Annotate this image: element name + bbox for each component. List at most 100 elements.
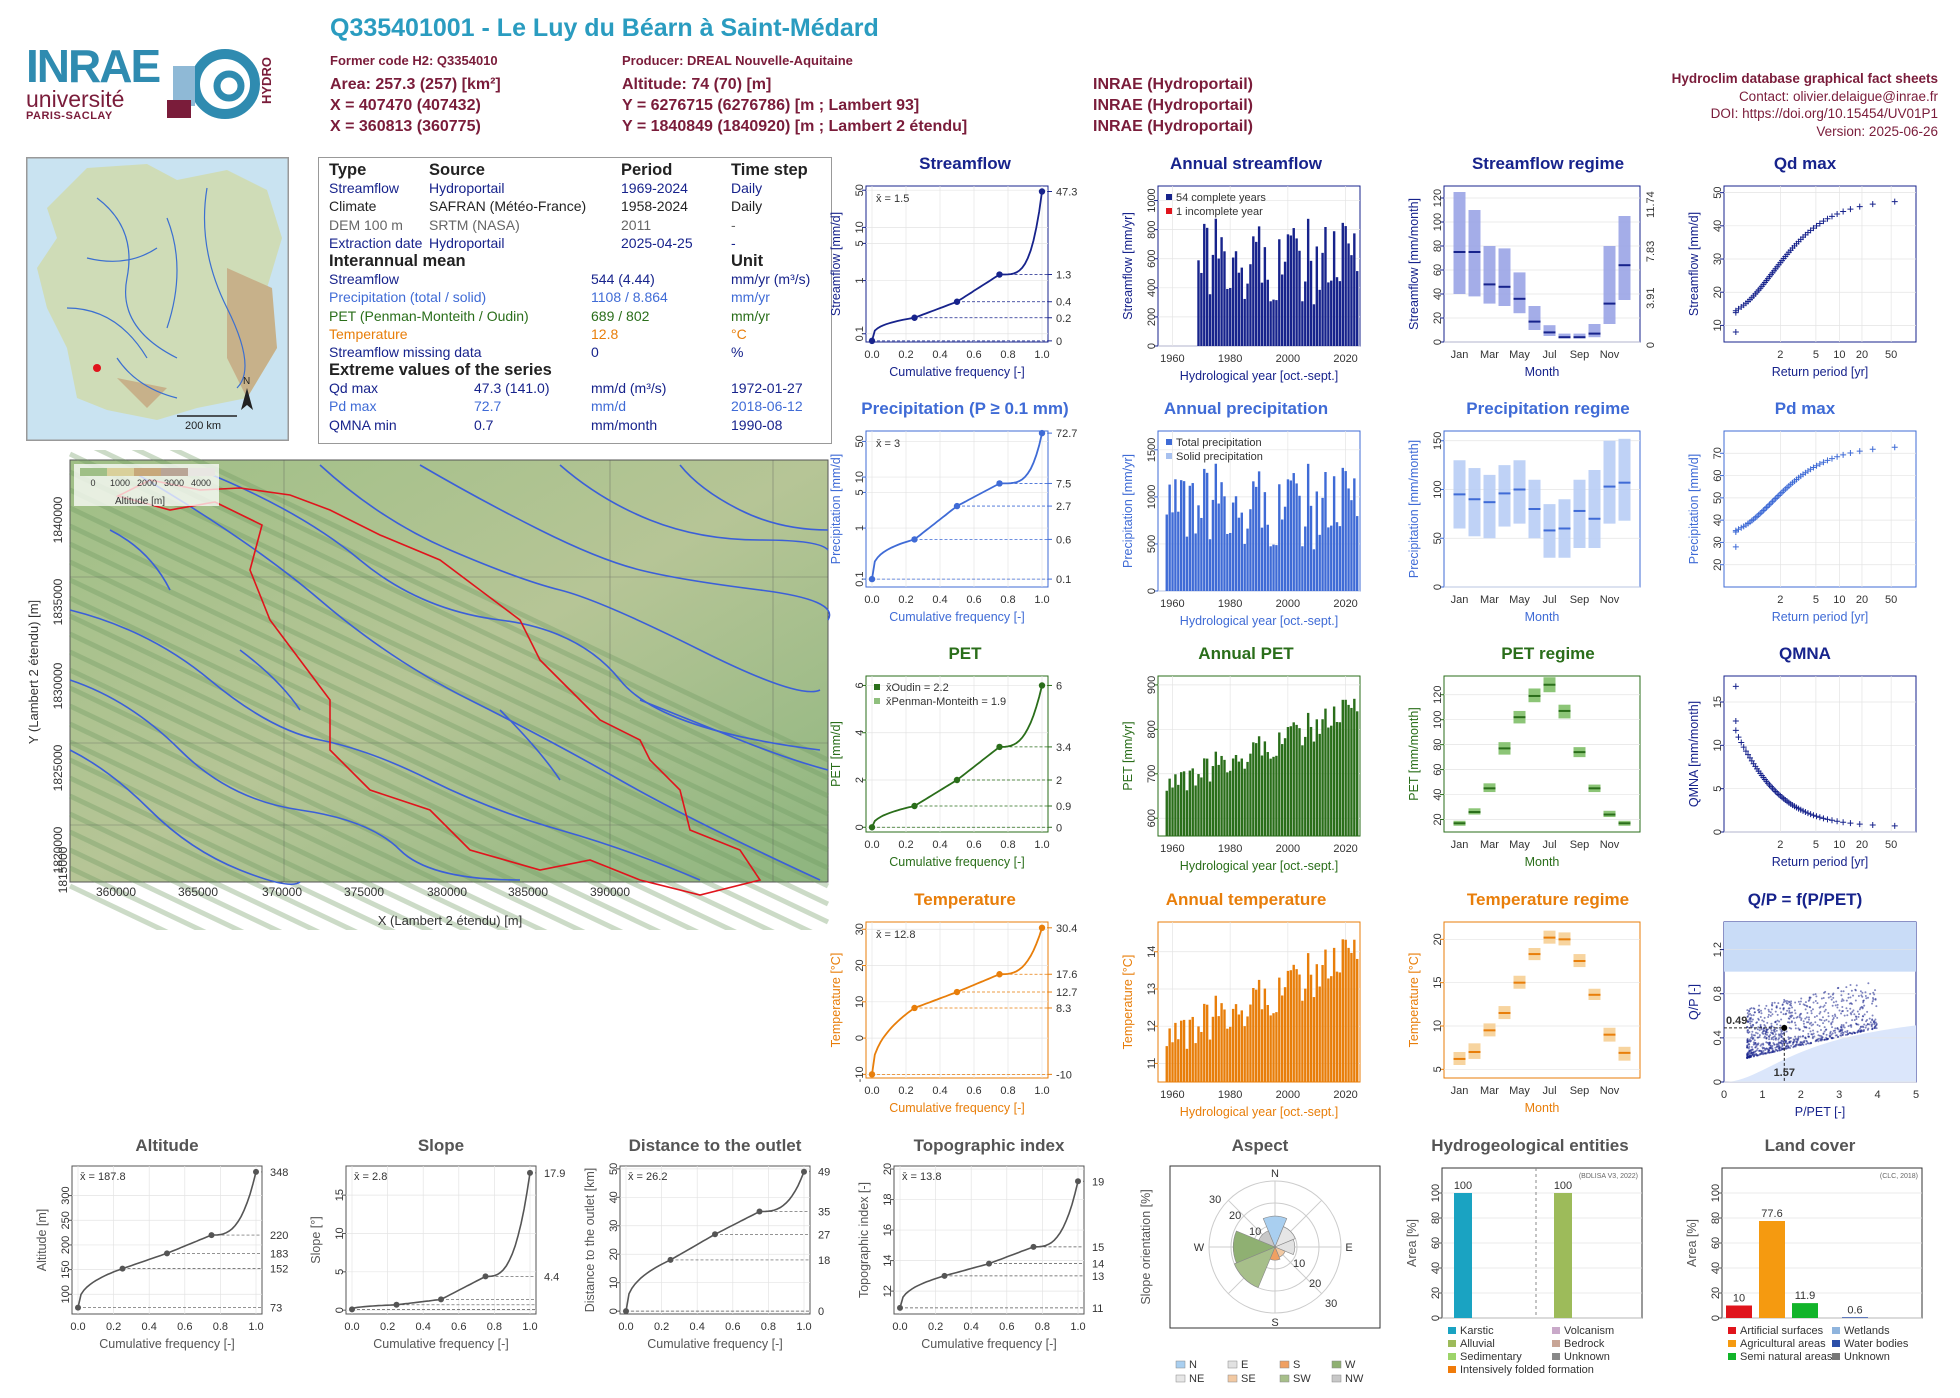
quantile-label: 13 xyxy=(1092,1271,1104,1283)
quantile-point xyxy=(1038,429,1046,437)
budyko-point xyxy=(1854,989,1857,992)
river xyxy=(109,529,171,591)
y-axis-label: Temperature [°C] xyxy=(1121,955,1135,1050)
legend-key xyxy=(1279,1374,1290,1383)
budyko-point xyxy=(1770,1038,1773,1041)
t_annual-bar xyxy=(1301,1000,1304,1082)
budyko-point xyxy=(1780,1032,1783,1035)
y-tick-label: 20 xyxy=(1710,1287,1722,1299)
t_annual-bar xyxy=(1231,1008,1235,1082)
y-tick-label: 4 xyxy=(854,730,866,736)
energy-limit-zone xyxy=(1724,922,1916,972)
q_annual-bar xyxy=(1257,226,1261,346)
budyko-point xyxy=(1746,1009,1749,1012)
x-tick-label: Jan xyxy=(1451,839,1469,851)
quantile-label: 183 xyxy=(270,1248,288,1260)
budyko-point xyxy=(1845,1021,1848,1024)
t_annual-bar xyxy=(1214,995,1218,1082)
q_annual-bar xyxy=(1330,280,1333,346)
qmna-point xyxy=(1732,727,1739,734)
budyko-point xyxy=(1768,1042,1771,1045)
y-axis-label: Area [%] xyxy=(1685,1219,1699,1267)
budyko-point xyxy=(1811,1033,1814,1036)
y-tick-label: 70 xyxy=(1712,447,1724,459)
budyko-point xyxy=(1768,1038,1771,1041)
p_annual-bar xyxy=(1188,485,1192,591)
quantile-point xyxy=(253,1168,259,1175)
x-tick-label: Nov xyxy=(1600,839,1620,851)
quantile-point xyxy=(911,802,918,810)
y-axis-label: PET [mm/d] xyxy=(829,721,843,787)
pd_max-point xyxy=(1840,451,1847,458)
extreme-header: Extreme values of the series xyxy=(319,361,831,379)
quantile-point xyxy=(953,502,961,510)
legend-label: Alluvial xyxy=(1460,1338,1495,1350)
t_annual-bar xyxy=(1356,958,1359,1082)
t_annual-bar xyxy=(1234,1004,1238,1082)
budyko-point xyxy=(1866,1010,1869,1013)
budyko-point xyxy=(1837,986,1840,989)
budyko-point xyxy=(1819,1005,1822,1008)
x-tick-label: 2020 xyxy=(1333,353,1357,365)
budyko-point xyxy=(1808,998,1811,1001)
t_annual-bar xyxy=(1200,1031,1203,1082)
x-axis-label: Cumulative frequency [-] xyxy=(889,855,1024,869)
budyko-point xyxy=(1834,1031,1837,1034)
budyko-point xyxy=(1861,1006,1864,1009)
y-tick-label: 16 xyxy=(882,1224,894,1236)
budyko-point xyxy=(1838,1030,1841,1033)
pet_annual-bar xyxy=(1306,712,1310,836)
budyko-point xyxy=(1772,1036,1775,1039)
budyko-point xyxy=(1873,1026,1876,1029)
pet_annual-bar xyxy=(1324,708,1327,836)
quantile-label: 152 xyxy=(270,1264,288,1276)
q_annual-bar xyxy=(1304,281,1307,346)
quantile-point xyxy=(482,1273,489,1280)
legend-label: S xyxy=(1293,1359,1300,1371)
budyko-point xyxy=(1794,1001,1797,1004)
budyko-point xyxy=(1757,1026,1760,1029)
budyko-point xyxy=(1775,1043,1778,1046)
budyko-point xyxy=(1807,1016,1810,1019)
budyko-point xyxy=(1777,1047,1780,1050)
budyko-point xyxy=(1771,1001,1774,1004)
y-tick-label: 40 xyxy=(1712,220,1724,232)
y-lambert2e: Y = 1840849 (1840920) [m ; Lambert 2 éte… xyxy=(622,118,968,135)
budyko-point xyxy=(1753,1011,1756,1014)
pet_annual-bar xyxy=(1332,706,1336,836)
budyko-point xyxy=(1822,1005,1825,1008)
y-tick-label: 5 xyxy=(1712,786,1724,792)
pet_regime-frame xyxy=(1443,675,1641,833)
t_annual-bar xyxy=(1243,1026,1246,1082)
budyko-point xyxy=(1816,1038,1819,1041)
pet_annual-bar xyxy=(1182,771,1186,836)
legend-key xyxy=(1448,1366,1456,1373)
x-tick-label: 0.0 xyxy=(618,1321,633,1333)
info-row-cell: SRTM (NASA) xyxy=(429,216,520,233)
budyko-point xyxy=(1836,1016,1839,1019)
quantile-point xyxy=(996,971,1003,978)
dist_cdf-mean: x̄ = 26.2 xyxy=(628,1171,667,1183)
p_annual-bar xyxy=(1182,481,1186,591)
qd_max-point xyxy=(1820,218,1827,225)
budyko-point xyxy=(1827,1037,1830,1040)
budyko-point xyxy=(1849,996,1852,999)
budyko-point xyxy=(1756,1028,1759,1031)
x-tick-label: 0.2 xyxy=(898,839,913,851)
y-tick-label: 12 xyxy=(882,1285,894,1297)
p_annual-bar xyxy=(1283,506,1287,591)
info-row: Climate SAFRAN (Météo-France) 1958-2024 Dai… xyxy=(319,197,831,215)
extreme-row: Pd max 72.7 mm/d 2018-06-12 xyxy=(319,397,831,415)
t_annual-bar xyxy=(1217,1016,1220,1082)
p_annual-bar xyxy=(1327,527,1330,591)
budyko-point xyxy=(1765,1037,1768,1040)
x-axis-label: Hydrological year [oct.-sept.] xyxy=(1180,1105,1338,1119)
budyko-point xyxy=(1780,1018,1783,1021)
x-lambert93: X = 407470 (407432) xyxy=(330,97,481,114)
x-axis-label: Cumulative frequency [-] xyxy=(921,1337,1056,1351)
dist_cdf-frame xyxy=(619,1165,811,1315)
y-tick-label: 10 xyxy=(854,221,866,233)
map-x-label: X (Lambert 2 étendu) [m] xyxy=(378,913,523,928)
t_annual-bar xyxy=(1203,1003,1206,1082)
budyko-point xyxy=(1804,1001,1807,1004)
